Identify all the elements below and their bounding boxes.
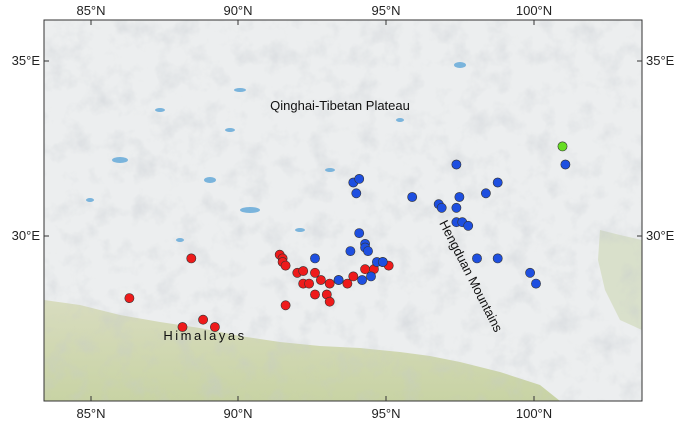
himalayas-label: Himalayas	[163, 328, 246, 343]
x-tick-top-100: 100°N	[516, 3, 552, 18]
x-tick-bottom-100: 100°N	[516, 406, 552, 421]
sample-point-1-25	[531, 278, 541, 289]
sample-point-1-17	[363, 246, 373, 256]
x-tick-top-85: 85°N	[76, 3, 105, 18]
sample-point-1-21	[377, 257, 388, 267]
terrain-layer	[44, 20, 642, 401]
sample-point-1-23	[492, 253, 503, 264]
y-tick-right-30: 30°E	[646, 228, 675, 243]
ticks	[44, 20, 642, 401]
sample-point-0-11	[298, 266, 309, 276]
plateau-label: Qinghai-Tibetan Plateau	[270, 98, 410, 113]
sample-point-2-0	[557, 141, 568, 152]
sample-point-0-14	[310, 267, 320, 278]
sample-point-1-14	[354, 228, 365, 238]
sample-point-0-16	[315, 275, 326, 285]
sample-points	[124, 141, 571, 332]
sample-point-1-8	[480, 188, 491, 199]
sample-point-1-18	[345, 246, 356, 256]
y-tick-left-35: 35°E	[12, 53, 41, 68]
sample-point-0-2	[198, 314, 208, 325]
x-tick-top-90: 90°N	[223, 3, 252, 18]
sample-point-0-13	[304, 278, 314, 289]
sample-point-1-10	[451, 202, 462, 213]
sample-point-1-29	[560, 159, 571, 170]
sample-point-0-3	[209, 322, 220, 332]
x-tick-bottom-90: 90°N	[223, 406, 252, 421]
sample-point-1-9	[492, 177, 503, 188]
sample-point-0-0	[124, 293, 135, 303]
map-frame	[43, 19, 643, 402]
sample-point-1-22	[472, 253, 482, 264]
sample-point-1-19	[310, 253, 320, 264]
y-tick-left-30: 30°E	[12, 228, 41, 243]
sample-point-1-3	[407, 192, 418, 202]
sample-point-1-13	[463, 220, 474, 231]
x-tick-bottom-85: 85°N	[76, 406, 105, 421]
sample-point-1-24	[525, 267, 535, 278]
sample-point-1-7	[454, 192, 465, 202]
sample-point-1-4	[451, 159, 462, 170]
sample-point-0-9	[280, 300, 291, 311]
x-tick-top-95: 95°N	[371, 3, 400, 18]
y-tick-right-35: 35°E	[646, 53, 675, 68]
sample-point-0-4	[186, 253, 197, 264]
sample-point-0-15	[310, 289, 320, 300]
sample-point-0-18	[324, 296, 335, 307]
sample-point-0-21	[342, 278, 353, 289]
sample-point-1-26	[366, 271, 376, 282]
sample-point-1-28	[333, 275, 344, 285]
sample-point-1-6	[436, 202, 447, 213]
lakes	[86, 62, 466, 242]
sample-point-0-8	[280, 260, 291, 271]
sample-point-0-22	[348, 271, 359, 282]
x-tick-bottom-95: 95°N	[371, 406, 400, 421]
sample-point-1-2	[351, 188, 362, 199]
sample-point-0-19	[324, 278, 335, 289]
sample-point-1-27	[357, 275, 367, 285]
sample-point-1-1	[354, 173, 365, 184]
sample-point-0-1	[177, 322, 188, 332]
